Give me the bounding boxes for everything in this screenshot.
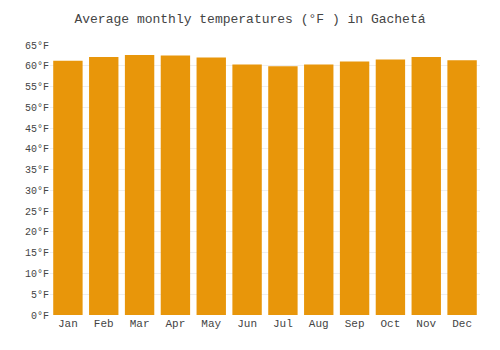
svg-text:Nov: Nov xyxy=(416,318,436,330)
svg-text:25°F: 25°F xyxy=(25,207,49,218)
svg-text:Jul: Jul xyxy=(273,318,293,330)
svg-text:May: May xyxy=(201,318,221,330)
svg-text:0°F: 0°F xyxy=(31,311,49,322)
svg-text:15°F: 15°F xyxy=(25,248,49,259)
svg-text:Sep: Sep xyxy=(345,318,365,330)
svg-text:35°F: 35°F xyxy=(25,165,49,176)
svg-text:Aug: Aug xyxy=(309,318,329,330)
svg-text:60°F: 60°F xyxy=(25,61,49,72)
svg-text:45°F: 45°F xyxy=(25,124,49,135)
svg-text:Jun: Jun xyxy=(237,318,257,330)
svg-text:30°F: 30°F xyxy=(25,186,49,197)
svg-text:20°F: 20°F xyxy=(25,227,49,238)
svg-text:Apr: Apr xyxy=(166,318,186,330)
svg-text:Mar: Mar xyxy=(130,318,150,330)
svg-text:55°F: 55°F xyxy=(25,82,49,93)
svg-text:Average monthly temperatures (: Average monthly temperatures (°F ) in Ga… xyxy=(74,12,425,27)
svg-text:Feb: Feb xyxy=(94,318,114,330)
svg-text:65°F: 65°F xyxy=(25,41,49,52)
svg-text:5°F: 5°F xyxy=(31,290,49,301)
svg-text:10°F: 10°F xyxy=(25,269,49,280)
svg-text:50°F: 50°F xyxy=(25,103,49,114)
svg-text:Jan: Jan xyxy=(58,318,78,330)
svg-text:Dec: Dec xyxy=(452,318,472,330)
svg-text:40°F: 40°F xyxy=(25,144,49,155)
svg-text:Oct: Oct xyxy=(381,318,401,330)
